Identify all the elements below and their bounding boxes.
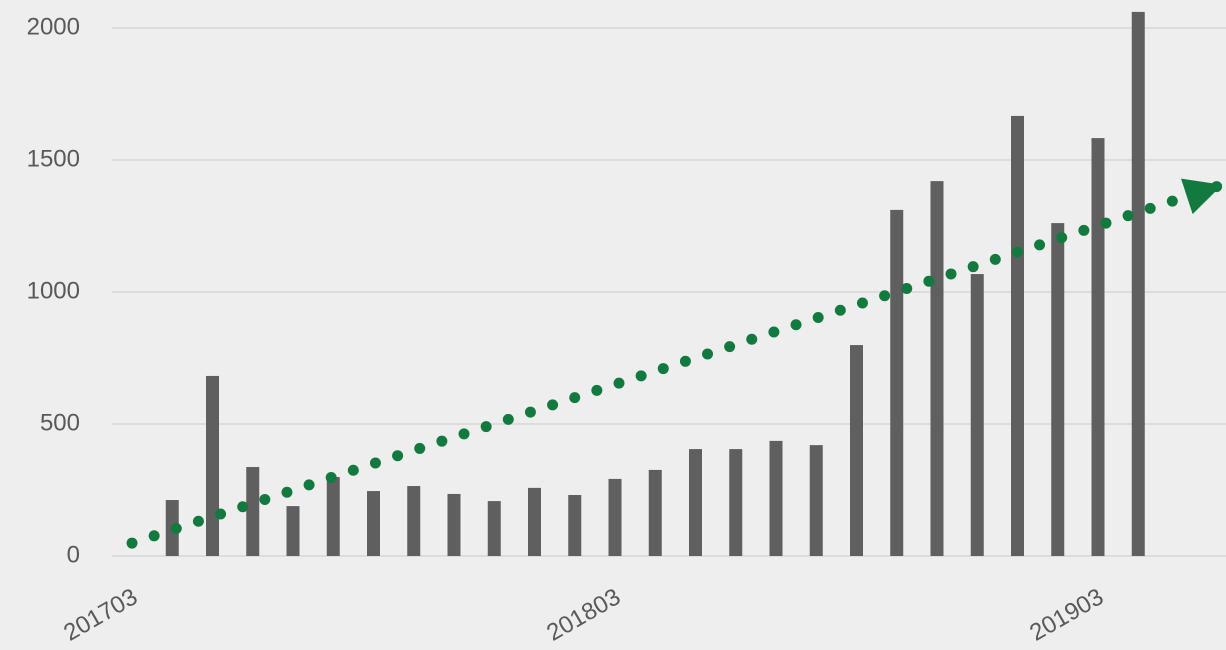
bar: [528, 487, 541, 556]
bar: [246, 467, 260, 556]
bar: [326, 477, 340, 556]
bar: [930, 181, 944, 556]
x-tick-label: 201903: [1025, 583, 1108, 646]
y-tick-label: 0: [67, 541, 80, 568]
bar: [568, 495, 582, 556]
bar: [447, 493, 461, 556]
bar: [367, 491, 380, 556]
bar: [1011, 115, 1024, 557]
trend-line: [126, 178, 1225, 549]
y-tick-label: 2000: [27, 13, 80, 40]
bar: [286, 506, 300, 556]
bar: [608, 478, 622, 556]
bar: [487, 501, 501, 556]
x-tick-label: 201703: [59, 583, 142, 646]
y-tick-label: 1000: [27, 277, 80, 304]
bar: [769, 440, 783, 556]
bar: [809, 445, 823, 556]
bar: [850, 345, 863, 556]
x-tick-label: 201803: [542, 583, 625, 646]
y-tick-label: 1500: [27, 145, 80, 172]
bar: [648, 469, 662, 556]
bar: [729, 449, 743, 556]
bar: [890, 209, 904, 556]
y-tick-label: 500: [40, 409, 80, 436]
bar: [1131, 11, 1145, 557]
bar: [1091, 138, 1105, 556]
bar: [407, 486, 421, 556]
bar: [206, 375, 219, 556]
bar: [1051, 223, 1065, 556]
bar: [970, 274, 984, 556]
bar: [689, 449, 702, 556]
